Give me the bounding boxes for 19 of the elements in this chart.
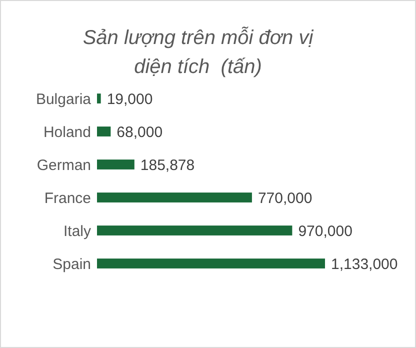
- y-tick-label: Italy: [63, 222, 92, 240]
- data-label: 1,133,000: [331, 256, 398, 273]
- y-tick-label: France: [44, 190, 91, 207]
- y-tick-label: German: [36, 156, 91, 174]
- y-tick-label: Spain: [52, 256, 91, 273]
- bar: [97, 258, 325, 268]
- bar: [97, 160, 134, 170]
- bar: [97, 226, 292, 236]
- bar: [97, 94, 101, 104]
- data-label: 770,000: [258, 190, 312, 207]
- bar: [97, 192, 252, 202]
- chart-title: Sản lượng trên mỗi đơn vị diện tích (tấn): [82, 26, 314, 78]
- bar: [97, 126, 111, 136]
- data-label: 68,000: [116, 124, 163, 141]
- data-label: 19,000: [106, 90, 153, 108]
- y-tick-label: Bulgaria: [36, 90, 92, 108]
- data-label: 970,000: [298, 222, 352, 240]
- data-label: 185,878: [140, 156, 195, 174]
- y-tick-label: Holand: [43, 124, 91, 141]
